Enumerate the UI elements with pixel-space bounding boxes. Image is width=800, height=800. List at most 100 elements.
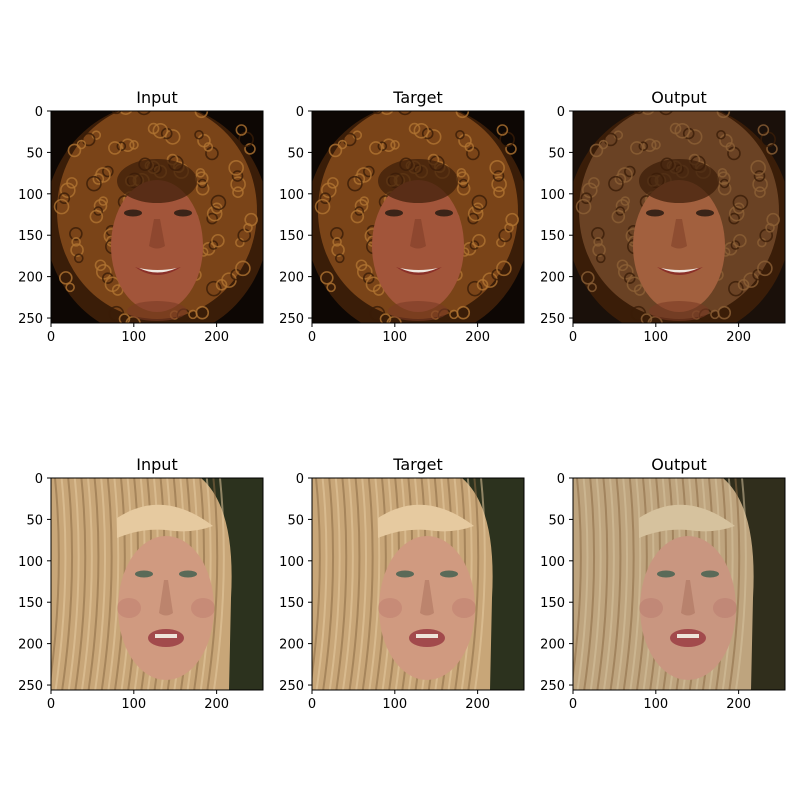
panel-output-row-2: Output 0 100 200 0 50 100 150 200 250 [540,455,786,712]
x-tick-label: 100 [121,697,146,712]
y-tick-label: 150 [279,229,304,244]
axes-frame [572,477,786,691]
x-tick-label: 200 [726,697,751,712]
x-tick-label: 100 [121,330,146,345]
right-eye [179,570,197,578]
left-eye [657,570,675,578]
y-tick-label: 50 [287,146,304,161]
x-tick-label: 200 [726,330,751,345]
y-tick-label: 0 [35,472,43,487]
panel-grid: Input 0 100 200 0 50 100 150 200 250 Target 0 100 200… [18,88,786,712]
panel-output-row-1: Output 0 100 200 0 50 100 150 200 250 [540,88,786,345]
x-tick-label: 0 [308,330,316,345]
y-tick-label: 0 [296,472,304,487]
panel-title: Input [136,88,177,107]
left-eye [385,209,403,217]
panel-image [312,478,524,690]
teeth [155,634,177,638]
right-eye [435,209,453,217]
right-eye [696,209,714,217]
panel-title: Input [136,455,177,474]
x-tick-label: 200 [204,330,229,345]
right-eye [440,570,458,578]
panel-image [573,478,785,690]
panel-image [51,478,263,690]
x-tick-label: 100 [643,330,668,345]
y-tick-label: 250 [279,312,304,327]
x-tick-label: 0 [47,697,55,712]
right-eye [174,209,192,217]
axes-frame [311,477,525,691]
nose [681,580,695,616]
panel-input-row-2: Input 0 100 200 0 50 100 150 200 250 [18,455,264,712]
left-eye [646,209,664,217]
panel-title: Target [392,88,443,107]
y-tick-label: 0 [557,472,565,487]
y-tick-label: 200 [18,638,43,653]
right-eye [701,570,719,578]
axes-frame [50,110,264,324]
panel-title: Output [651,88,707,107]
nose [671,219,687,249]
panel-title: Target [392,455,443,474]
teeth [416,634,438,638]
panel-input-row-1: Input 0 100 200 0 50 100 150 200 250 [18,88,264,345]
y-tick-label: 250 [540,312,565,327]
y-tick-label: 100 [18,555,43,570]
x-tick-label: 200 [204,697,229,712]
face [639,504,737,680]
y-tick-label: 50 [287,513,304,528]
left-eye [124,209,142,217]
face [111,159,203,321]
x-tick-label: 100 [643,697,668,712]
y-tick-label: 250 [540,679,565,694]
y-tick-label: 0 [296,105,304,120]
y-tick-label: 250 [18,312,43,327]
axes-frame [572,110,786,324]
y-tick-label: 150 [18,596,43,611]
axes-frame [311,110,525,324]
x-tick-label: 0 [308,697,316,712]
y-tick-label: 100 [540,555,565,570]
y-tick-label: 100 [18,188,43,203]
panel-image [51,111,263,323]
x-tick-label: 100 [382,697,407,712]
y-tick-label: 50 [548,513,565,528]
panel-target-row-2: Target 0 100 200 0 50 100 150 200 250 [279,455,525,712]
y-tick-label: 100 [279,555,304,570]
panel-image [312,111,524,323]
y-tick-label: 150 [540,229,565,244]
nose [410,219,426,249]
panel-target-row-1: Target 0 100 200 0 50 100 150 200 250 [279,88,525,345]
y-tick-label: 150 [279,596,304,611]
y-tick-label: 200 [540,638,565,653]
face [117,504,215,680]
y-tick-label: 0 [557,105,565,120]
face [633,159,725,321]
y-tick-label: 200 [540,271,565,286]
nose [149,219,165,249]
y-tick-label: 50 [26,146,43,161]
y-tick-label: 200 [279,271,304,286]
x-tick-label: 0 [47,330,55,345]
x-tick-label: 200 [465,330,490,345]
teeth [661,268,699,273]
axes-frame [50,477,264,691]
y-tick-label: 50 [26,513,43,528]
teeth [677,634,699,638]
panel-title: Output [651,455,707,474]
nose [420,580,434,616]
face [372,159,464,321]
x-tick-label: 100 [382,330,407,345]
y-tick-label: 250 [279,679,304,694]
y-tick-label: 100 [279,188,304,203]
teeth [400,268,438,273]
y-tick-label: 200 [279,638,304,653]
y-tick-label: 0 [35,105,43,120]
y-tick-label: 50 [548,146,565,161]
y-tick-label: 250 [18,679,43,694]
teeth [139,268,177,273]
x-tick-label: 0 [569,330,577,345]
panel-image [573,111,785,323]
